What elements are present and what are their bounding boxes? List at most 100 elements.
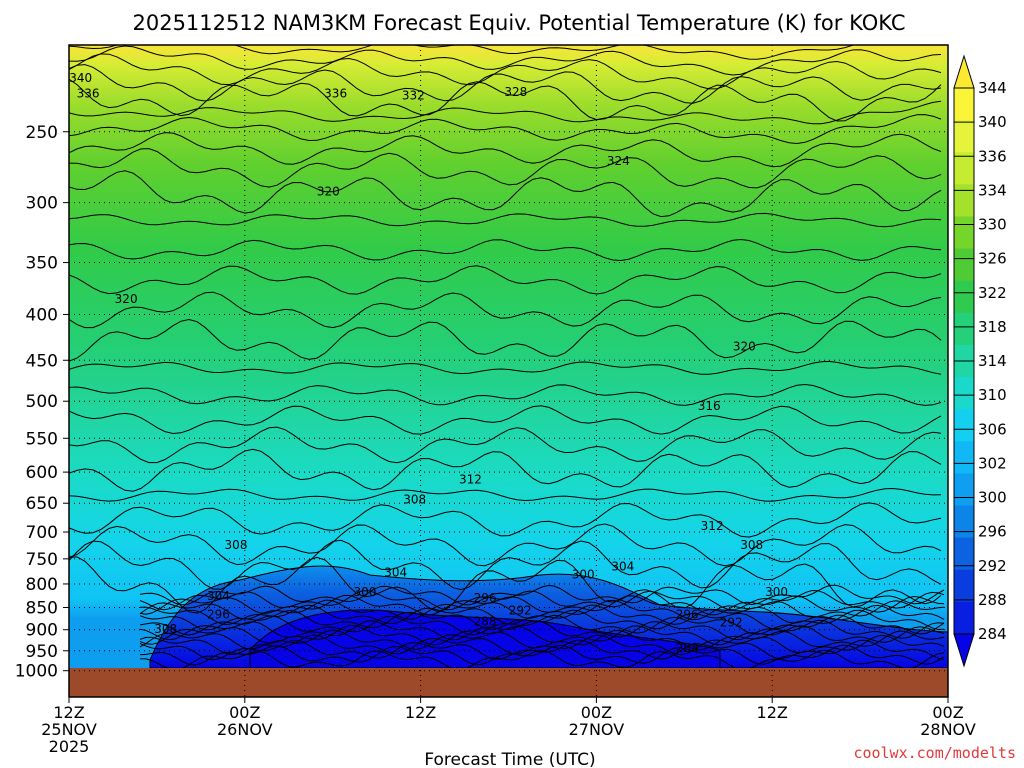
y-tick-label: 250 [26, 123, 58, 143]
contour-line [69, 405, 942, 435]
contour-line [69, 45, 942, 76]
contour-label: 300 [765, 585, 788, 599]
contour-line [69, 64, 942, 104]
colorbar-swatch [954, 152, 974, 185]
contour-label: 328 [504, 85, 527, 99]
colorbar-swatch [954, 537, 974, 571]
x-tick-label: 12Z [405, 703, 436, 722]
colorbar-swatch [954, 473, 974, 507]
contour-label: 332 [402, 88, 425, 102]
contour-line [69, 100, 942, 125]
colorbar-tick-label: 314 [978, 352, 1007, 370]
colorbar: 344 340 336 334 330 326 322 318 314 310 306 302 300 2… [953, 54, 1007, 668]
contour-line [69, 502, 942, 538]
colorbar-tick-label: 296 [978, 523, 1007, 541]
contour-line [69, 238, 942, 262]
contour-label: 312 [459, 472, 482, 486]
colorbar-tick-label: 336 [978, 147, 1007, 165]
x-tick-label: 28NOV [920, 720, 976, 739]
contour-line-low [139, 644, 945, 666]
y-tick-label: 800 [26, 575, 58, 595]
contour-label: 336 [77, 87, 100, 101]
y-tick-label: 950 [26, 642, 58, 662]
x-tick-label: 00Z [229, 703, 260, 722]
contour-label: 304 [611, 560, 634, 574]
colorbar-swatch [954, 601, 974, 635]
x-tick-label: 12Z [757, 703, 788, 722]
colorbar-swatch [954, 120, 974, 153]
colorbar-tick-label: 318 [978, 318, 1007, 336]
x-axis-label: Forecast Time (UTC) [424, 750, 595, 768]
y-tick-label: 900 [26, 621, 58, 641]
y-tick-label: 1000 [15, 662, 58, 682]
contour-line-low [139, 589, 945, 611]
contour-label: 288 [474, 614, 497, 628]
contour-line [69, 383, 942, 406]
plot-frame [68, 44, 949, 698]
contour-label: 340 [69, 71, 92, 85]
colorbar-swatch [954, 569, 974, 603]
contour-label: 292 [720, 616, 743, 630]
y-tick-label: 450 [26, 351, 58, 371]
contour-line [69, 360, 942, 375]
colorbar-swatch [954, 505, 974, 539]
colorbar-tick-label: 334 [978, 181, 1007, 199]
contour-line-low [139, 599, 945, 621]
x-tick-label: 00Z [932, 703, 963, 722]
contour-line-low [139, 629, 945, 651]
colorbar-tick-label: 302 [978, 454, 1007, 472]
contour-label: 304 [384, 566, 407, 580]
contour-line [69, 170, 942, 218]
contour-line [69, 53, 942, 90]
contour-line [69, 556, 942, 614]
y-tick-label: 600 [26, 463, 58, 483]
contour-line [69, 448, 942, 492]
colorbar-swatch [954, 377, 974, 410]
contour-line-low [139, 619, 945, 641]
contour-label: 308 [740, 538, 763, 552]
ground-below-surface [69, 668, 948, 697]
colorbar-top-arrow [953, 54, 975, 89]
contour-line-low [139, 614, 945, 636]
colorbar-tick-label: 344 [978, 79, 1007, 97]
y-tick-label: 550 [26, 429, 58, 449]
contour-line [69, 148, 942, 189]
y-tick-label: 650 [26, 494, 58, 514]
contour-line [69, 523, 942, 567]
colorbar-tick-label: 340 [978, 113, 1007, 131]
contour-line [69, 291, 942, 329]
y-tick-label: 750 [26, 550, 58, 570]
colorbar-tick-label: 288 [978, 591, 1007, 609]
contour-line [69, 132, 942, 168]
colorbar-swatch [954, 88, 974, 121]
y-tick-label: 500 [26, 392, 58, 412]
colorbar-tick-label: 326 [978, 250, 1007, 268]
contour-line [69, 212, 942, 228]
colorbar-swatch [954, 216, 974, 250]
contour-label: 296 [474, 591, 497, 605]
contour-label: 308 [225, 538, 248, 552]
contour-lines [69, 45, 945, 671]
contour-label: 312 [701, 519, 724, 533]
contour-label: 320 [733, 340, 756, 354]
chart-title: 2025112512 NAM3KM Forecast Equiv. Potent… [132, 11, 905, 35]
contour-line [69, 265, 942, 295]
colorbar-tick-label: 300 [978, 489, 1007, 507]
contour-label: 296 [207, 607, 230, 621]
x-tick-label: 2025 [49, 737, 90, 756]
contour-line [69, 114, 942, 145]
x-tick-label: 27NOV [569, 720, 625, 739]
colorbar-swatch [954, 441, 974, 474]
contour-label: 308 [403, 493, 426, 507]
credit-text: coolwx.com/modelts [853, 744, 1016, 762]
contour-line [69, 318, 942, 362]
x-tick-label: 00Z [581, 703, 612, 722]
contour-label: 324 [607, 154, 630, 168]
colorbar-swatch [954, 312, 974, 346]
contour-label: 304 [207, 589, 230, 603]
contour-line-low [139, 649, 945, 671]
contour-line-low [139, 584, 945, 606]
x-tick-label: 12Z [53, 703, 84, 722]
